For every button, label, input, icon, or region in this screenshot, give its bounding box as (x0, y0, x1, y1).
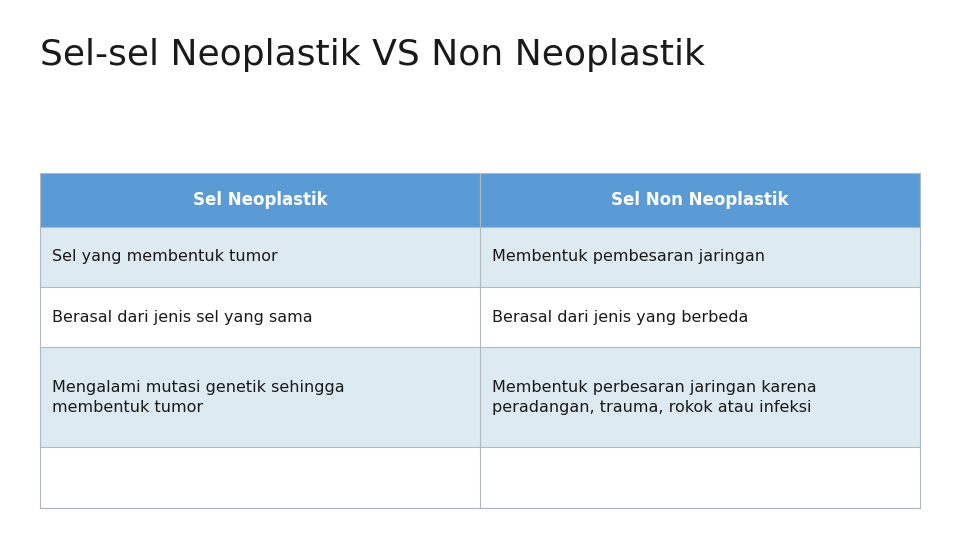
Bar (40, 173, 480, 227)
Text: Sel yang membentuk tumor: Sel yang membentuk tumor (52, 249, 277, 265)
Bar (40, 227, 480, 287)
Text: Berasal dari jenis sel yang sama: Berasal dari jenis sel yang sama (52, 309, 312, 325)
Text: Berasal dari jenis yang berbeda: Berasal dari jenis yang berbeda (492, 309, 748, 325)
Bar (480, 287, 920, 347)
Bar (480, 347, 920, 448)
Bar (480, 227, 920, 287)
Text: Sel-sel Neoplastik VS Non Neoplastik: Sel-sel Neoplastik VS Non Neoplastik (40, 38, 706, 72)
Bar (40, 347, 480, 448)
Bar (480, 173, 920, 227)
Bar (40, 287, 480, 347)
Bar (40, 448, 480, 508)
Text: Sel Non Neoplastik: Sel Non Neoplastik (612, 191, 788, 209)
Bar (480, 448, 920, 508)
Text: Mengalami mutasi genetik sehingga
membentuk tumor: Mengalami mutasi genetik sehingga memben… (52, 380, 345, 415)
Text: Sel Neoplastik: Sel Neoplastik (193, 191, 327, 209)
Text: Membentuk perbesaran jaringan karena
peradangan, trauma, rokok atau infeksi: Membentuk perbesaran jaringan karena per… (492, 380, 816, 415)
Text: Membentuk pembesaran jaringan: Membentuk pembesaran jaringan (492, 249, 764, 265)
